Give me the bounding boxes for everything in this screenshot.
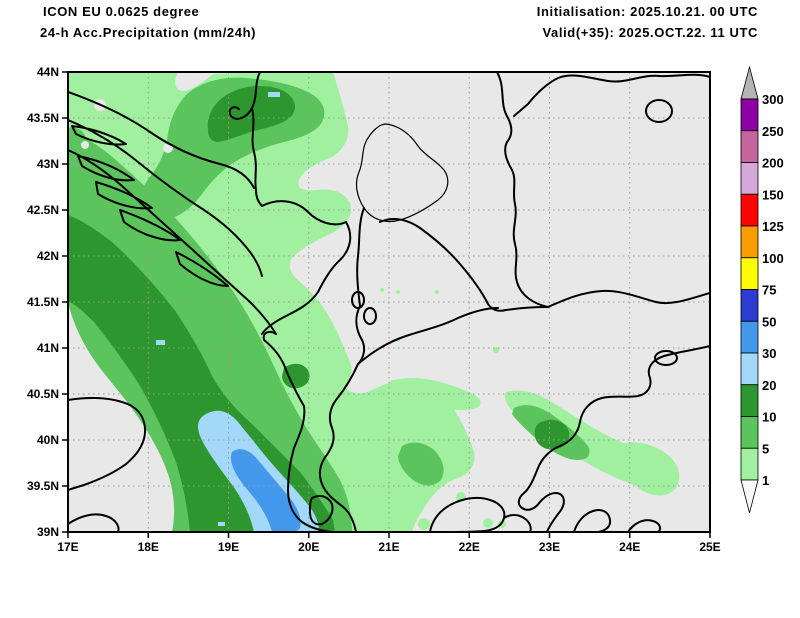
legend-underflow-triangle	[740, 479, 759, 514]
lat-tick-label: 42.5N	[27, 203, 59, 217]
lat-tick-label: 39.5N	[27, 479, 59, 493]
border-lake-loop-ne	[645, 99, 673, 123]
legend-cell	[740, 384, 759, 417]
legend-label: 5	[762, 441, 769, 456]
border-lagoon-loop-se	[654, 350, 678, 366]
legend-cell	[740, 162, 759, 195]
legend-label: 300	[762, 92, 784, 107]
precip-spot-rain-1-5mm	[493, 347, 499, 353]
lat-tick-label: 41N	[37, 341, 59, 355]
legend-cell	[740, 98, 759, 132]
legend-label: 20	[762, 378, 776, 393]
lon-tick-label: 23E	[539, 540, 560, 554]
border-island	[77, 155, 135, 182]
legend-cell	[740, 416, 759, 449]
legend-overflow-triangle	[740, 65, 759, 100]
precip-region-rain-10-20mm	[282, 363, 310, 389]
precip-spot-rain-1-5mm	[418, 518, 430, 530]
border-macedonia-north-border	[379, 218, 549, 312]
map-content	[68, 72, 710, 532]
legend-label: 150	[762, 187, 784, 202]
lon-tick-label: 19E	[218, 540, 239, 554]
precip-region-rain-10-20mm	[68, 215, 335, 532]
precip-region-rain-5-10mm	[398, 442, 444, 486]
legend-label: 50	[762, 314, 776, 329]
lat-tick-label: 43.5N	[27, 111, 59, 125]
border-island	[175, 251, 229, 287]
legend-label: 10	[762, 410, 776, 425]
legend-cell	[740, 225, 759, 259]
border-adriatic-coast	[68, 149, 341, 532]
lat-tick-label: 41.5N	[27, 295, 59, 309]
precip-region-rain-specks-20-30mm	[156, 340, 165, 345]
border-italy-coast	[68, 396, 147, 532]
border-island	[119, 209, 181, 242]
border-albania-east-border	[355, 207, 366, 365]
lat-tick-label: 39N	[37, 525, 59, 539]
legend-label: 30	[762, 346, 776, 361]
border-island	[95, 181, 153, 210]
legend-cell	[740, 352, 759, 386]
lon-tick-label: 25E	[699, 540, 720, 554]
legend-cell	[740, 193, 759, 227]
precip-region-rain-10-20mm	[534, 419, 570, 450]
legend-label: 250	[762, 124, 784, 139]
lon-tick-label: 18E	[138, 540, 159, 554]
precip-region-rain-10-20mm	[207, 86, 296, 142]
init-time-label: Initialisation: 2025.10.21. 00 UTC	[536, 4, 758, 19]
border-corfu-island	[309, 495, 334, 526]
legend-cell	[740, 320, 759, 354]
border-lake-ohrid	[351, 291, 365, 309]
legend-label: 100	[762, 251, 784, 266]
lon-tick-label: 24E	[619, 540, 640, 554]
legend-label: 75	[762, 283, 776, 298]
border-bosnia-north	[68, 91, 255, 189]
lat-tick-label: 42N	[37, 249, 59, 263]
lat-tick-label: 40N	[37, 433, 59, 447]
product-title: 24-h Acc.Precipitation (mm/24h)	[40, 25, 257, 40]
legend-label: 1	[762, 473, 769, 488]
precip-spot-dry-holes	[81, 141, 89, 149]
lat-tick-label: 44N	[37, 65, 59, 79]
border-albania-greece-border	[318, 363, 359, 532]
border-lake-prespa	[363, 307, 377, 325]
precip-spot-rain-1-5mm	[438, 451, 448, 461]
legend-label: 125	[762, 219, 784, 234]
precip-region-rain-1-5mm	[618, 442, 680, 496]
legend-cell	[740, 447, 759, 481]
legend-label: 200	[762, 156, 784, 171]
legend-cell	[740, 289, 759, 322]
lon-tick-label: 17E	[57, 540, 78, 554]
legend-cell	[740, 257, 759, 290]
border-bosnia-coastal	[68, 119, 263, 277]
precip-region-rain-specks-20-30mm	[218, 522, 225, 526]
lat-tick-label: 40.5N	[27, 387, 59, 401]
precip-spot-rain-1-5mm	[380, 288, 384, 292]
precip-spot-rain-1-5mm	[435, 290, 439, 294]
lon-tick-label: 21E	[378, 540, 399, 554]
precip-region-rain-30-50mm	[230, 449, 301, 532]
precip-spot-rain-1-5mm	[396, 290, 400, 294]
border-macedonia-south-border	[357, 307, 499, 365]
precip-region-rain-specks-20-30mm	[268, 92, 280, 97]
model-title: ICON EU 0.0625 degree	[43, 4, 200, 19]
legend-cell	[740, 130, 759, 163]
lat-tick-label: 43N	[37, 157, 59, 171]
border-serbia-east-border	[496, 72, 549, 308]
border-drina-border	[228, 72, 263, 207]
precip-spot-rain-1-5mm	[483, 518, 493, 528]
valid-time-label: Valid(+35): 2025.OCT.22. 11 UTC	[542, 25, 758, 40]
border-montenegro-border	[261, 200, 352, 335]
border-aegean-coast	[517, 345, 710, 532]
lon-tick-label: 22E	[459, 540, 480, 554]
precip-spot-rain-1-5mm	[298, 241, 302, 245]
border-bulgaria-greece-border	[547, 289, 710, 308]
border-danube-border	[513, 73, 710, 117]
lon-tick-label: 20E	[298, 540, 319, 554]
